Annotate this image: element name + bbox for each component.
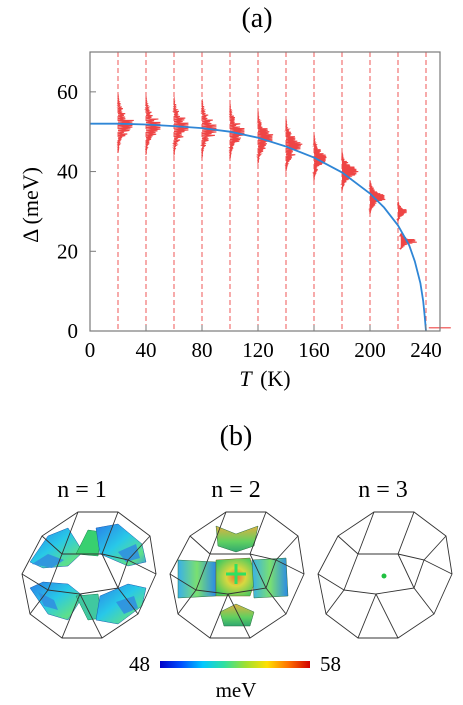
fit-curve — [90, 122, 427, 332]
histogram-T160 — [311, 134, 327, 181]
histogram-T220 — [396, 201, 407, 222]
y-tick-label: 20 — [57, 239, 78, 263]
y-tick-label: 0 — [68, 319, 79, 343]
polyhedron-n2 — [169, 511, 305, 639]
histogram-T200 — [368, 180, 386, 214]
plot-a: 0 40 80 120 160 200 240 0 20 40 60 T (K) Δ (meV) — [18, 51, 451, 391]
x-ticks: 0 40 80 120 160 200 240 — [85, 325, 442, 362]
plot-frame — [89, 51, 441, 332]
y-tick-label: 40 — [57, 160, 78, 184]
gap-surfaces-n2 — [177, 525, 289, 627]
gap-surface-bottom — [29, 581, 147, 625]
x-tick-label: 0 — [85, 338, 96, 362]
brillouin-zone-edges-n2 — [169, 511, 305, 639]
polyhedron-n3 — [317, 511, 453, 639]
x-axis-symbol: T — [239, 366, 253, 391]
colorbar: 48 58 meV — [129, 652, 341, 702]
y-tick-label: 60 — [57, 80, 78, 104]
colorbar-max-label: 58 — [320, 652, 341, 676]
x-tick-label: 160 — [298, 338, 330, 362]
x-tick-label: 120 — [242, 338, 274, 362]
polyhedron-n1 — [21, 511, 157, 639]
subpanel-n3-label: n = 3 — [358, 477, 408, 503]
histogram-T100 — [228, 104, 245, 160]
y-axis-title: Δ (meV) — [18, 167, 43, 243]
x-tick-label: 240 — [410, 338, 442, 362]
histogram-T222 — [398, 233, 417, 250]
histogram-T140 — [283, 119, 303, 172]
x-tick-label: 40 — [136, 338, 157, 362]
subpanel-n2-label: n = 2 — [211, 477, 261, 503]
x-axis-unit: (K) — [260, 366, 291, 391]
subpanel-n1-label: n = 1 — [57, 477, 107, 503]
colorbar-min-label: 48 — [129, 652, 150, 676]
dashed-lines — [117, 52, 427, 331]
histograms — [116, 94, 451, 329]
x-tick-label: 200 — [354, 338, 386, 362]
x-tick-label: 80 — [192, 338, 213, 362]
brillouin-zone-edges — [21, 511, 157, 639]
y-ticks: 0 20 40 60 — [57, 80, 96, 343]
panel-a-label: (a) — [241, 3, 272, 34]
colorbar-unit-label: meV — [216, 678, 257, 702]
brillouin-zone-edges-n3 — [317, 511, 453, 639]
x-axis-title: T (K) — [239, 366, 290, 391]
histogram-T180 — [340, 151, 359, 192]
histogram-T120 — [255, 111, 274, 164]
gap-surface-top — [29, 523, 147, 569]
colorbar-gradient — [160, 661, 310, 668]
histogram-T80 — [200, 99, 217, 158]
gap-point-n3 — [381, 573, 387, 579]
panel-b-label: (b) — [220, 421, 253, 452]
